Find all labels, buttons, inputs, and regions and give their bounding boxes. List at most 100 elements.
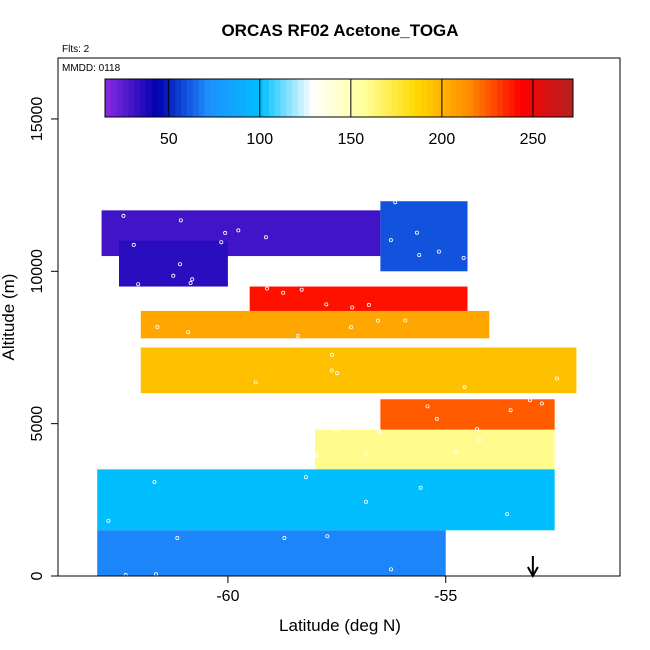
sample-point — [263, 235, 268, 240]
colorbar-segment — [134, 79, 141, 117]
colorbar-segment — [151, 79, 159, 117]
sample-point — [539, 401, 544, 406]
colorbar: 50 100 150 200 250 — [104, 78, 574, 148]
sample-point — [314, 453, 319, 458]
y-tick-label: 15000 — [29, 97, 46, 142]
colorbar-segment — [239, 79, 246, 117]
sample-point — [348, 325, 353, 330]
heatmap-cell-7 — [315, 429, 555, 470]
colorbar-segment — [274, 79, 281, 117]
y-tick-label: 10000 — [29, 249, 46, 294]
colorbar-segment — [491, 79, 498, 117]
sample-point — [425, 404, 430, 409]
chart-title: ORCAS RF02 Acetone_TOGA — [221, 21, 458, 40]
colorbar-segment — [222, 79, 229, 117]
sample-point — [462, 385, 467, 390]
colorbar-segment — [192, 79, 200, 117]
x-tick-label: -60 — [216, 588, 239, 605]
colorbar-segment — [169, 79, 176, 117]
sample-point — [152, 479, 157, 484]
sample-point — [219, 240, 224, 245]
colorbar-segment — [198, 79, 205, 117]
y-tick-label: 0 — [29, 571, 46, 580]
sample-point — [178, 218, 183, 223]
colorbar-segment — [280, 79, 287, 117]
sample-point — [508, 408, 513, 413]
colorbar-segment — [298, 79, 305, 117]
sample-point — [171, 273, 176, 278]
sample-point — [418, 485, 423, 490]
sample-point — [121, 213, 126, 218]
sample-point — [334, 428, 339, 433]
colorbar-segment — [473, 79, 480, 117]
sample-point — [325, 534, 330, 539]
sample-point — [303, 475, 308, 480]
sample-point — [376, 318, 381, 323]
sample-point — [364, 451, 369, 456]
colorbar-segment — [379, 79, 387, 117]
colorbar-segment — [116, 79, 124, 117]
colorbar-segment — [409, 79, 416, 117]
sample-point — [475, 427, 480, 432]
colorbar-segment — [567, 79, 574, 117]
colorbar-segment — [362, 79, 369, 117]
y-axis-label: Altitude (m) — [0, 274, 18, 361]
heatmap-cell-5 — [140, 347, 577, 394]
sample-point — [136, 282, 141, 287]
colorbar-segment — [145, 79, 153, 117]
colorbar-segment — [268, 79, 276, 117]
colorbar-segment — [520, 79, 527, 117]
sample-point — [554, 376, 559, 381]
colorbar-segment — [262, 79, 270, 117]
sample-point — [393, 200, 398, 205]
colorbar-segment — [315, 79, 322, 117]
colorbar-segment — [526, 79, 533, 117]
colorbar-segment — [397, 79, 404, 117]
colorbar-segment — [485, 79, 492, 117]
colorbar-segment — [502, 79, 510, 117]
sample-point — [376, 429, 381, 434]
arrow-head — [526, 566, 539, 579]
colorbar-segment — [479, 79, 486, 117]
colorbar-segment — [186, 79, 194, 117]
heatmap-cell-3 — [249, 286, 468, 314]
colorbar-segment — [339, 79, 346, 117]
sample-point — [366, 302, 371, 307]
colorbar-segment — [204, 79, 211, 117]
colorbar-tick-label: 150 — [337, 131, 364, 148]
colorbar-segment — [543, 79, 551, 117]
sample-point — [236, 228, 241, 233]
colorbar-segment — [426, 79, 434, 117]
colorbar-frame — [104, 78, 574, 118]
colorbar-segment — [128, 79, 135, 117]
colorbar-segment — [467, 79, 475, 117]
colorbar-segment — [122, 79, 129, 117]
sample-point — [188, 281, 193, 286]
colorbar-segment — [403, 79, 410, 117]
sample-point — [350, 305, 355, 310]
colorbar-segment — [549, 79, 556, 117]
sample-point — [265, 286, 270, 291]
colorbar-segment — [444, 79, 451, 117]
sample-point — [299, 287, 304, 292]
colorbar-segment — [327, 79, 334, 117]
sample-point — [461, 256, 466, 261]
sample-point — [388, 238, 393, 243]
colorbar-segment — [292, 79, 299, 117]
sample-point — [131, 242, 136, 247]
sample-point — [223, 230, 228, 235]
colorbar-segment — [432, 79, 439, 117]
colorbar-segment — [210, 79, 217, 117]
colorbar-segment — [163, 79, 170, 117]
sample-point — [363, 499, 368, 504]
sample-point — [477, 438, 482, 443]
sample-point — [106, 518, 111, 523]
sample-point — [281, 290, 286, 295]
colorbar-segment — [105, 79, 112, 117]
sample-point — [253, 380, 258, 385]
colorbar-segment — [415, 79, 422, 117]
colorbar-segment — [140, 79, 147, 117]
colorbar-segment — [368, 79, 375, 117]
colorbar-segment — [321, 79, 328, 117]
colorbar-segment — [385, 79, 393, 117]
